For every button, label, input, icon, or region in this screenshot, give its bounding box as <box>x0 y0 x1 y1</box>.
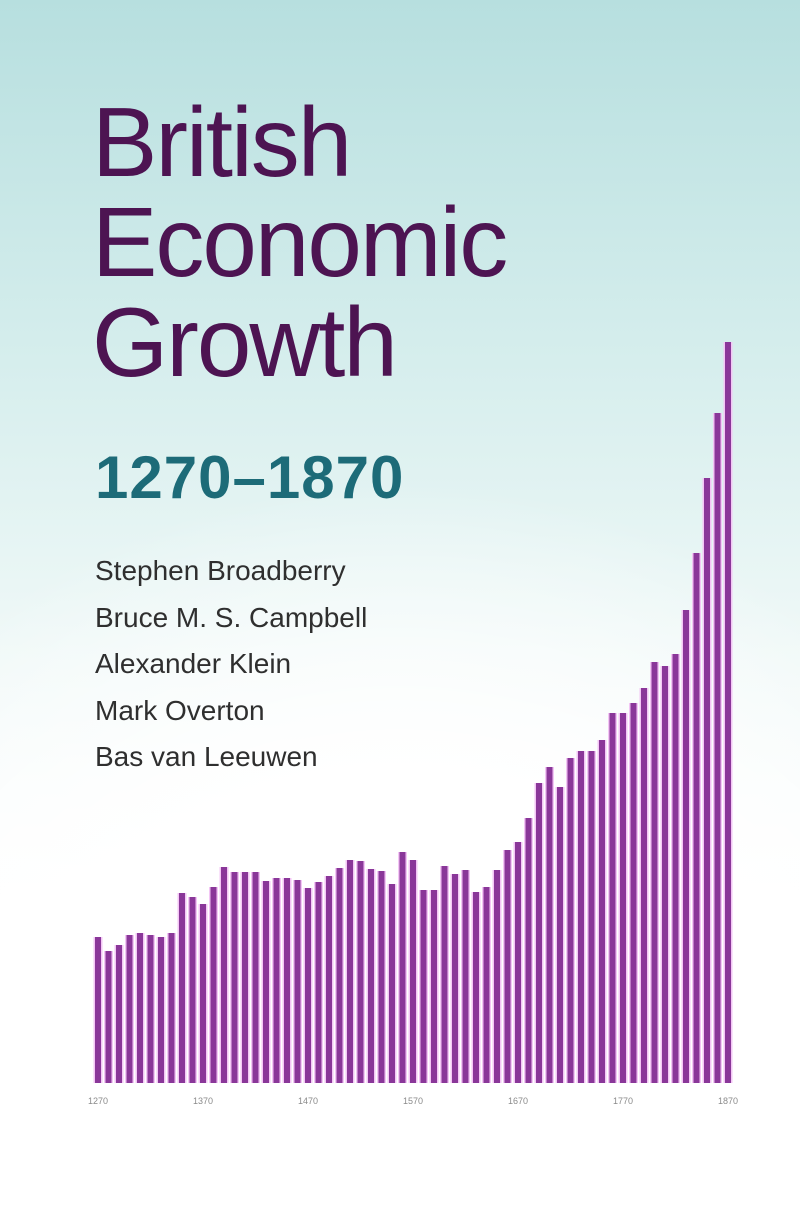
bar-1490 <box>326 876 332 1083</box>
author-list: Stephen Broadberry Bruce M. S. Campbell … <box>95 548 367 781</box>
author: Alexander Klein <box>95 648 292 679</box>
bar-1440 <box>273 878 280 1083</box>
title-line: Growth <box>92 287 398 397</box>
bar-1560 <box>399 852 406 1083</box>
bar-1800 <box>651 662 658 1083</box>
bar-1870 <box>725 342 731 1083</box>
bar-1550 <box>389 884 395 1083</box>
bar-1370 <box>200 904 206 1083</box>
title-line: British <box>92 87 352 197</box>
bar-1760 <box>609 713 616 1083</box>
bar-1630 <box>473 892 479 1083</box>
bar-1510 <box>347 860 353 1083</box>
x-tick-label: 1370 <box>193 1096 213 1106</box>
bar-1650 <box>494 870 500 1083</box>
bar-1740 <box>588 751 595 1083</box>
bar-1840 <box>693 553 700 1083</box>
book-title: British Economic Growth <box>92 87 508 397</box>
bar-1670 <box>515 842 521 1083</box>
bar-1720 <box>567 758 574 1083</box>
x-tick-label: 1270 <box>88 1096 108 1106</box>
bar-1410 <box>242 872 248 1083</box>
bar-1830 <box>683 610 689 1083</box>
x-tick-label: 1870 <box>718 1096 738 1106</box>
bar-1310 <box>137 933 143 1083</box>
bar-1640 <box>483 887 490 1083</box>
bar-1280 <box>105 951 112 1083</box>
bar-1320 <box>147 935 154 1083</box>
author: Bas van Leeuwen <box>95 741 318 772</box>
bar-1790 <box>641 688 647 1083</box>
bar-1700 <box>546 767 553 1083</box>
bar-1470 <box>305 888 311 1083</box>
bar-1610 <box>452 874 458 1083</box>
bar-1590 <box>431 890 437 1083</box>
bar-1570 <box>410 860 416 1083</box>
bar-1770 <box>620 713 626 1083</box>
x-tick-label: 1770 <box>613 1096 633 1106</box>
bar-1850 <box>704 478 710 1083</box>
bar-1660 <box>504 850 511 1083</box>
bar-1730 <box>578 751 584 1083</box>
author: Mark Overton <box>95 694 265 726</box>
bar-1600 <box>441 866 448 1083</box>
bar-1500 <box>336 868 343 1083</box>
bar-1860 <box>714 413 721 1083</box>
bar-1270 <box>95 937 101 1083</box>
bar-1580 <box>420 890 427 1083</box>
bar-1780 <box>630 703 637 1083</box>
x-tick-label: 1670 <box>508 1096 528 1106</box>
bar-1460 <box>294 880 301 1083</box>
bar-1300 <box>126 935 133 1083</box>
author: Bruce M. S. Campbell <box>95 601 368 633</box>
x-tick-label: 1470 <box>298 1096 318 1106</box>
bar-1620 <box>462 870 469 1083</box>
title-line: Economic <box>92 187 508 297</box>
bar-1680 <box>525 818 532 1083</box>
bar-1530 <box>368 869 374 1083</box>
bar-1380 <box>210 887 217 1083</box>
bar-1690 <box>536 783 542 1083</box>
year-range: 1270–1870 <box>95 444 405 511</box>
bar-1400 <box>231 872 238 1083</box>
bar-1710 <box>557 787 563 1083</box>
bar-1420 <box>252 872 259 1083</box>
bar-1820 <box>672 654 679 1083</box>
bar-1340 <box>168 933 175 1083</box>
bar-1450 <box>284 878 290 1083</box>
bar-1480 <box>315 882 322 1083</box>
bar-1520 <box>357 861 364 1083</box>
bar-1290 <box>116 945 122 1083</box>
bar-1350 <box>179 893 185 1083</box>
bar-1430 <box>263 881 269 1083</box>
bar-1390 <box>221 867 227 1083</box>
bar-1750 <box>599 740 605 1083</box>
author: Stephen Broadberry <box>95 555 346 586</box>
x-tick-label: 1570 <box>403 1096 423 1106</box>
bar-1540 <box>378 871 385 1083</box>
bar-1360 <box>189 897 196 1083</box>
bar-1810 <box>662 666 668 1083</box>
bar-1330 <box>158 937 164 1083</box>
